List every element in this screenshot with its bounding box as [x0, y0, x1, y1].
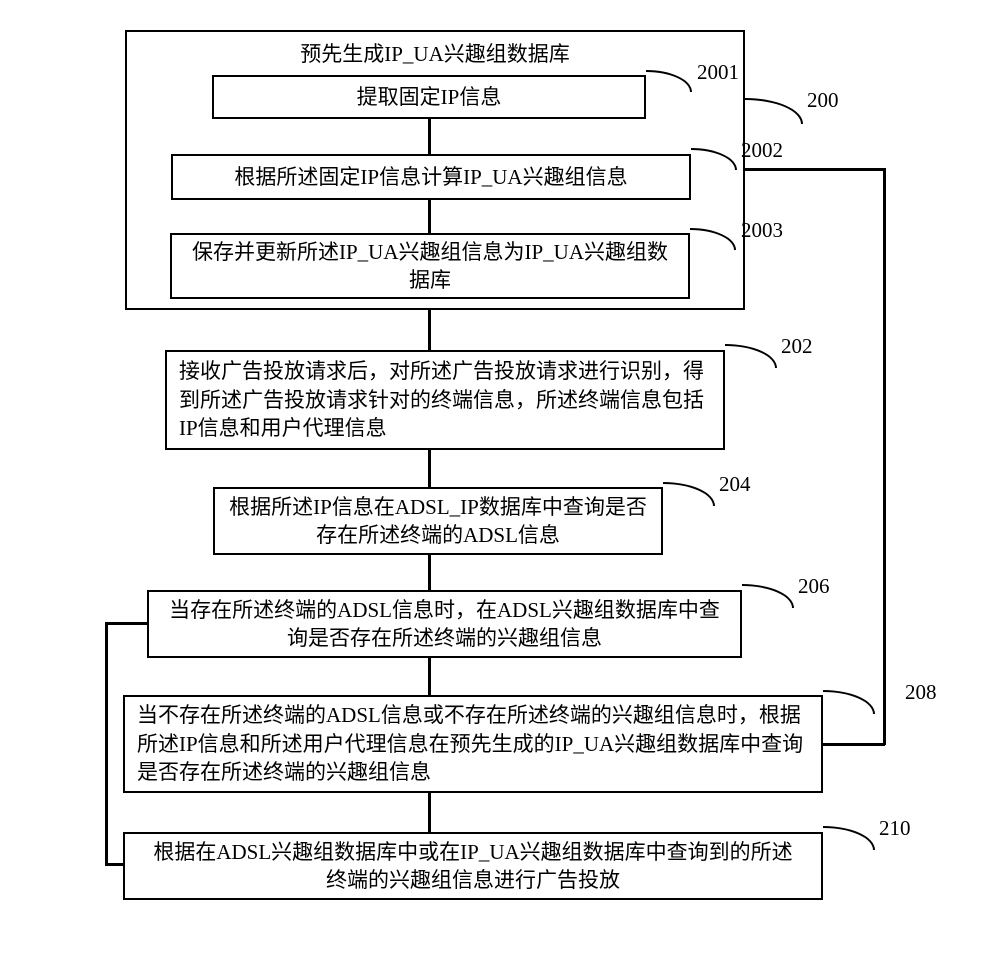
edge-200-202: [428, 310, 431, 350]
label-2003: 2003: [741, 218, 783, 243]
side-edge-206-210-v: [105, 622, 108, 865]
node-2002: 根据所述固定IP信息计算IP_UA兴趣组信息: [171, 154, 691, 200]
edge-204-206: [428, 555, 431, 590]
side-edge-200-208-h1: [745, 168, 885, 171]
label-206: 206: [798, 574, 830, 599]
node-208: 当不存在所述终端的ADSL信息或不存在所述终端的兴趣组信息时，根据所述IP信息和…: [123, 695, 823, 793]
label-2002: 2002: [741, 138, 783, 163]
node-210-text: 根据在ADSL兴趣组数据库中或在IP_UA兴趣组数据库中查询到的所述终端的兴趣组…: [143, 838, 803, 895]
node-2003-text: 保存并更新所述IP_UA兴趣组信息为IP_UA兴趣组数据库: [190, 238, 670, 295]
node-204: 根据所述IP信息在ADSL_IP数据库中查询是否存在所述终端的ADSL信息: [213, 487, 663, 555]
leader-208: [823, 690, 875, 714]
leader-210: [823, 826, 875, 850]
node-208-text: 当不存在所述终端的ADSL信息或不存在所述终端的兴趣组信息时，根据所述IP信息和…: [137, 701, 809, 786]
leader-204: [663, 482, 715, 506]
edge-2002-2003: [428, 200, 431, 233]
leader-206: [742, 584, 794, 608]
side-edge-206-210-h1: [105, 622, 147, 625]
label-204: 204: [719, 472, 751, 497]
side-edge-200-208-v: [883, 168, 886, 745]
node-2002-text: 根据所述固定IP信息计算IP_UA兴趣组信息: [234, 163, 627, 191]
edge-208-210: [428, 793, 431, 832]
side-edge-206-210-h2: [105, 863, 123, 866]
node-2001-text: 提取固定IP信息: [357, 83, 502, 111]
node-204-text: 根据所述IP信息在ADSL_IP数据库中查询是否存在所述终端的ADSL信息: [228, 493, 648, 550]
label-200: 200: [807, 88, 839, 113]
node-210: 根据在ADSL兴趣组数据库中或在IP_UA兴趣组数据库中查询到的所述终端的兴趣组…: [123, 832, 823, 900]
label-2001: 2001: [697, 60, 739, 85]
label-202: 202: [781, 334, 813, 359]
leader-200: [745, 98, 803, 124]
node-202: 接收广告投放请求后，对所述广告投放请求进行识别，得到所述广告投放请求针对的终端信…: [165, 350, 725, 450]
label-208: 208: [905, 680, 937, 705]
node-2001: 提取固定IP信息: [212, 75, 646, 119]
node-200-title: 预先生成IP_UA兴趣组数据库: [300, 40, 570, 68]
side-edge-200-208-h2: [823, 743, 885, 746]
node-202-text: 接收广告投放请求后，对所述广告投放请求进行识别，得到所述广告投放请求针对的终端信…: [179, 357, 711, 442]
node-206: 当存在所述终端的ADSL信息时，在ADSL兴趣组数据库中查询是否存在所述终端的兴…: [147, 590, 742, 658]
edge-202-204: [428, 450, 431, 487]
node-2003: 保存并更新所述IP_UA兴趣组信息为IP_UA兴趣组数据库: [170, 233, 690, 299]
node-206-text: 当存在所述终端的ADSL信息时，在ADSL兴趣组数据库中查询是否存在所述终端的兴…: [165, 596, 725, 653]
edge-206-208: [428, 658, 431, 695]
edge-2001-2002: [428, 119, 431, 154]
label-210: 210: [879, 816, 911, 841]
leader-202: [725, 344, 777, 368]
